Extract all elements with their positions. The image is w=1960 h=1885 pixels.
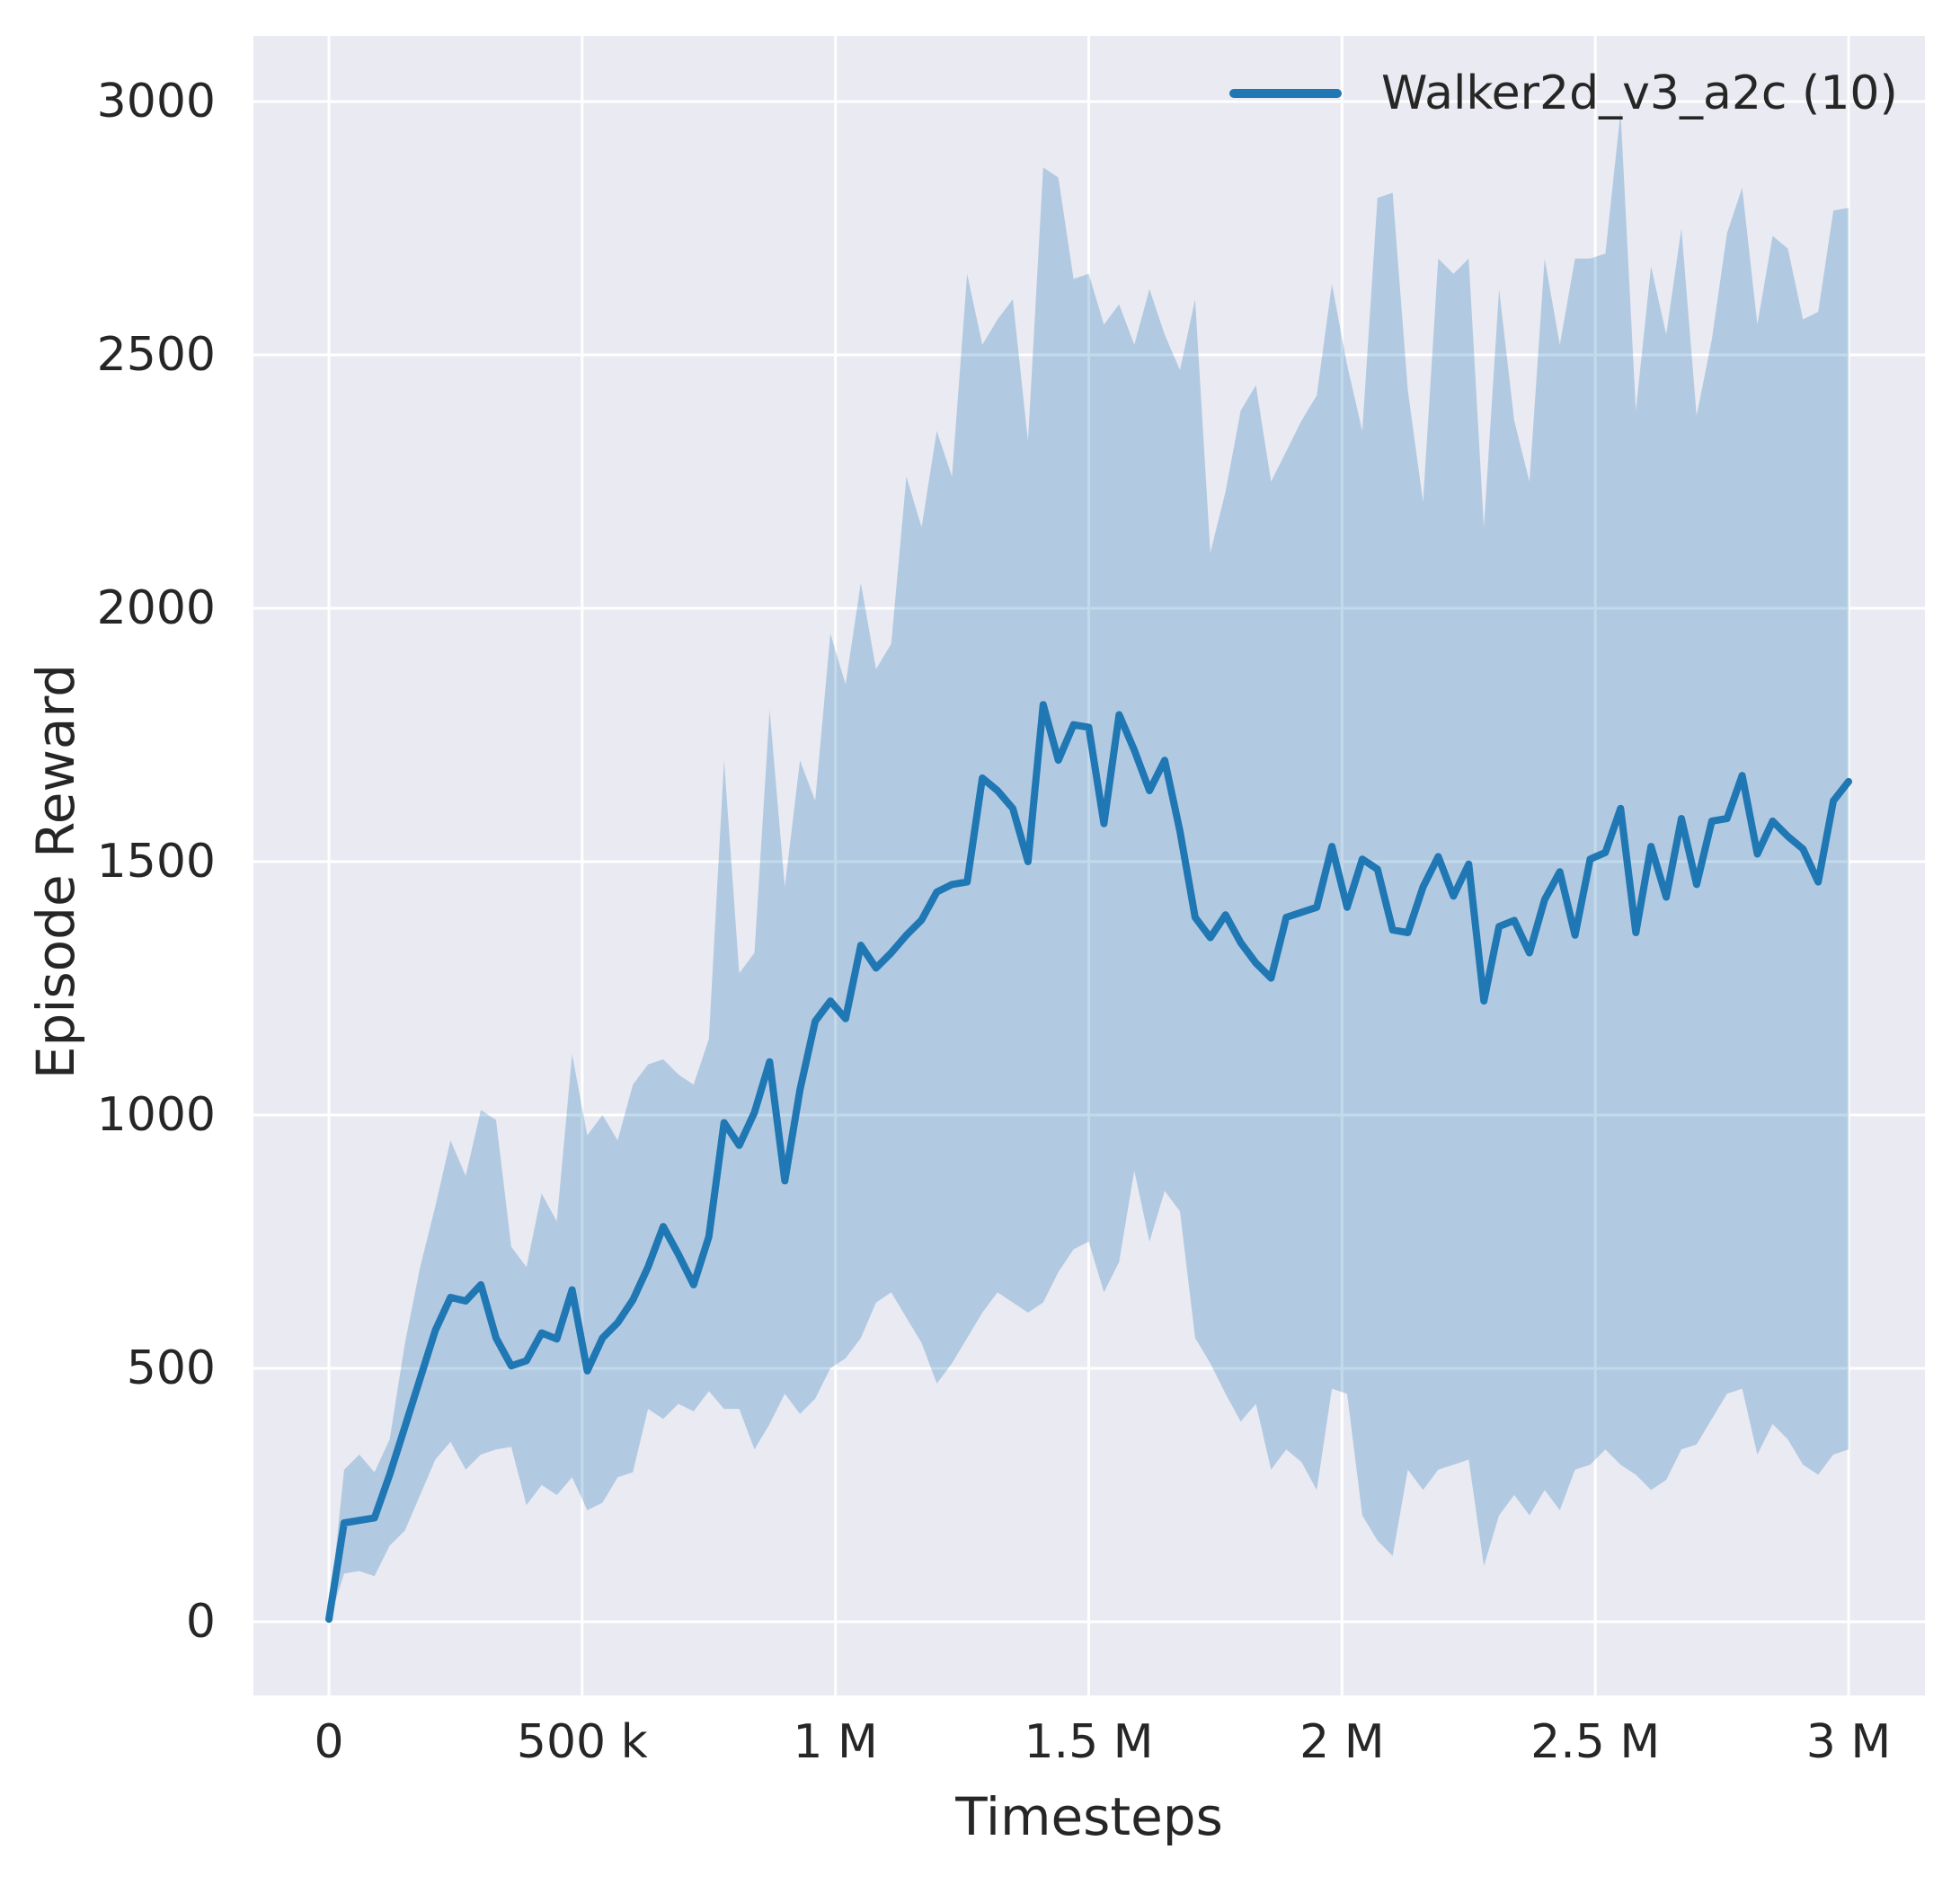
y-axis-label: Episode Reward	[25, 663, 86, 1080]
x-tick-label: 500 k	[516, 1715, 648, 1769]
y-tick-label: 1000	[96, 1088, 216, 1142]
x-axis-label: Timesteps	[955, 1786, 1223, 1847]
y-tick-label: 3000	[96, 75, 216, 128]
x-tick-label: 1 M	[793, 1715, 878, 1769]
mean-line	[325, 701, 1852, 1624]
x-tick-label: 3 M	[1805, 1715, 1892, 1769]
x-tick-label: 0	[314, 1715, 344, 1769]
y-tick-label: 0	[185, 1595, 216, 1649]
x-tick-label: 2 M	[1299, 1715, 1385, 1769]
x-tick-label: 2.5 M	[1530, 1715, 1661, 1769]
legend-line-sample	[1229, 89, 1342, 98]
y-tick-label: 1500	[96, 835, 216, 889]
y-tick-label: 2500	[96, 328, 216, 382]
y-tick-label: 2000	[96, 581, 216, 635]
x-tick-label: 1.5 M	[1024, 1715, 1154, 1769]
legend-label: Walker2d_v3_a2c (10)	[1381, 66, 1898, 120]
legend: Walker2d_v3_a2c (10)	[1229, 61, 1898, 126]
y-tick-label: 500	[126, 1341, 216, 1395]
